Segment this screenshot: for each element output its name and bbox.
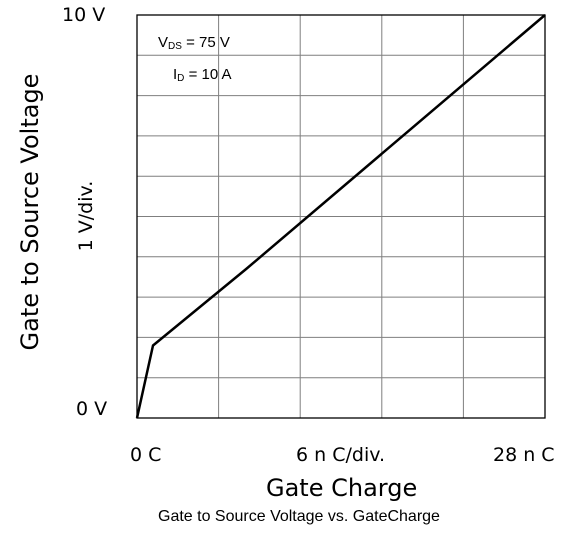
- id-subscript: D: [177, 73, 185, 84]
- id-value: = 10 A: [184, 66, 232, 83]
- x-tick-label-start: 0 C: [130, 444, 162, 466]
- vds-subscript: DS: [168, 41, 182, 52]
- y-axis-title: Gate to Source Voltage: [16, 73, 44, 351]
- y-tick-label-bottom: 0 V: [76, 398, 108, 420]
- x-tick-label-middle: 6 n C/div.: [296, 444, 386, 466]
- x-axis-title: Gate Charge: [266, 474, 418, 502]
- id-annotation: ID = 10 A: [173, 66, 232, 84]
- y-tick-label-middle: 1 V/div.: [75, 180, 97, 252]
- grid-lines: [137, 15, 545, 418]
- vds-value: = 75 V: [181, 34, 230, 51]
- x-tick-label-end: 28 n C: [493, 444, 555, 466]
- plot-frame: [136, 14, 546, 419]
- id-symbol: I: [173, 66, 178, 83]
- vds-annotation: VDS = 75 V: [158, 34, 230, 52]
- y-tick-label-top: 10 V: [62, 4, 106, 26]
- vds-symbol: V: [158, 34, 169, 51]
- chart-caption: Gate to Source Voltage vs. GateCharge: [158, 508, 440, 525]
- series-line: [135, 14, 546, 419]
